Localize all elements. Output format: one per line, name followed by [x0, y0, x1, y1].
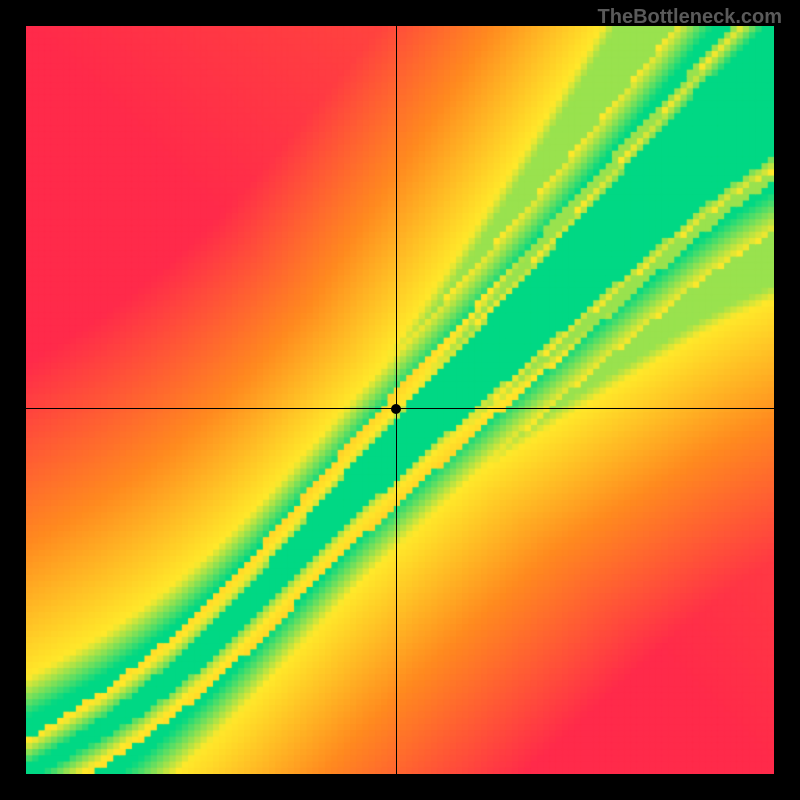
plot-outer-frame	[0, 0, 800, 800]
crosshair-marker	[391, 404, 401, 414]
heatmap-canvas	[26, 26, 774, 774]
watermark-text: TheBottleneck.com	[598, 6, 782, 29]
plot-inner-area	[26, 26, 774, 774]
crosshair-vertical	[396, 26, 397, 774]
